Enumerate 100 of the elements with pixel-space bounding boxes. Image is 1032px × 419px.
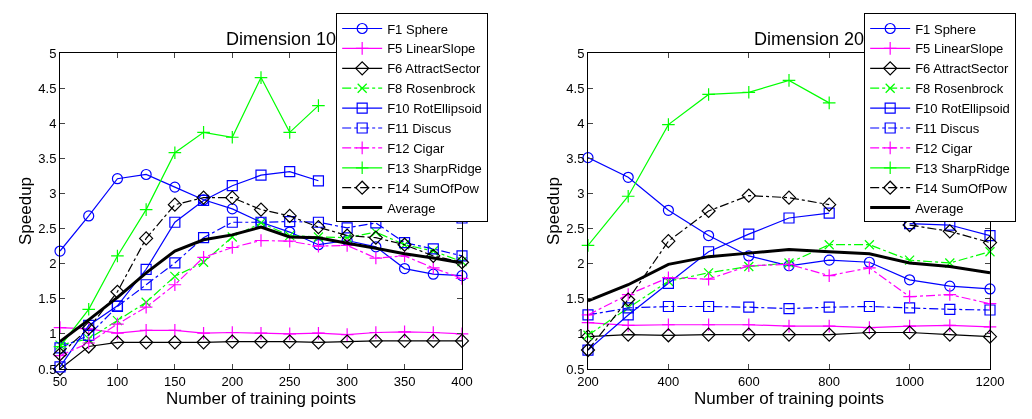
point (743, 301, 755, 313)
point (140, 263, 152, 275)
point (83, 329, 95, 341)
point (139, 300, 154, 315)
point (227, 231, 238, 243)
point (368, 230, 383, 245)
x-tick-label: 400 (657, 373, 680, 389)
y-tick-label: 5 (577, 45, 585, 61)
y-tick-label: 2.5 (38, 221, 57, 237)
legend-label: F1 Sphere (387, 21, 448, 37)
point (225, 334, 240, 349)
point (701, 327, 716, 342)
point (226, 203, 238, 215)
point (311, 220, 326, 235)
point (661, 234, 676, 249)
point (169, 271, 180, 282)
x-tick-label: 300 (336, 373, 358, 389)
point (426, 333, 441, 349)
point (984, 246, 996, 257)
y-tick-label: 3.5 (566, 150, 585, 166)
point (311, 335, 326, 350)
point (139, 323, 154, 338)
point (397, 324, 412, 339)
point (701, 272, 716, 287)
point (783, 303, 795, 315)
point (944, 303, 956, 315)
point (111, 173, 124, 185)
legend-label: F10 RotEllipsoid (915, 101, 1010, 117)
point (426, 260, 441, 275)
y-tick-label: 4.5 (566, 80, 585, 96)
point (822, 95, 837, 110)
point (701, 317, 716, 332)
point (743, 228, 755, 240)
point (426, 248, 441, 264)
point (823, 254, 835, 266)
point (112, 315, 123, 326)
point (822, 327, 837, 342)
point (196, 125, 211, 140)
point (783, 212, 795, 224)
legend-label: F5 LinearSlope (915, 41, 1004, 57)
point (83, 210, 95, 222)
point (824, 239, 835, 250)
y-tick-label: 2 (577, 256, 585, 272)
y-tick-label: 4 (49, 115, 57, 131)
point (167, 145, 182, 160)
point (983, 296, 997, 311)
point (823, 301, 835, 313)
point (110, 284, 125, 299)
point (284, 215, 296, 228)
point (904, 302, 916, 314)
point (196, 250, 211, 265)
point (167, 277, 182, 292)
y-axis-title: Speedup (543, 176, 563, 246)
point (581, 238, 595, 253)
point (621, 292, 636, 307)
point (984, 283, 996, 295)
point (456, 250, 468, 262)
legend-label: Average (387, 200, 436, 216)
point (284, 230, 295, 241)
point (83, 319, 95, 332)
point (741, 85, 756, 100)
point (282, 326, 297, 341)
point (225, 240, 240, 255)
x-tick-label: 150 (164, 373, 186, 389)
point (621, 318, 636, 333)
legend-label: F11 Discus (915, 121, 980, 137)
point (81, 336, 96, 350)
point (368, 251, 383, 265)
chart-title: Dimension 20 (754, 29, 865, 49)
point (621, 287, 636, 302)
point (226, 216, 238, 228)
point (703, 267, 714, 278)
point (311, 98, 326, 113)
y-tick-label: 2.5 (566, 221, 585, 237)
point (822, 268, 837, 283)
point (902, 319, 917, 334)
point (902, 325, 917, 340)
x-tick-label: 400 (451, 373, 473, 389)
point (823, 207, 835, 219)
y-tick-label: 3 (577, 185, 585, 201)
point (455, 271, 469, 286)
y-tick-label: 3 (49, 185, 57, 201)
point (167, 335, 182, 350)
legend-label: F12 Cigar (387, 140, 445, 156)
point (282, 334, 297, 349)
y-tick-label: 1.5 (566, 291, 585, 307)
chart-title: Dimension 10 (226, 29, 337, 49)
point (622, 309, 634, 321)
point (427, 268, 439, 280)
legend-label: F8 Rosenbrock (387, 81, 476, 97)
point (139, 335, 154, 350)
x-axis-title: Number of training points (694, 388, 884, 408)
legend-label: F12 Cigar (915, 140, 973, 156)
x-tick-label: 600 (737, 373, 760, 389)
y-tick-label: 3.5 (38, 150, 57, 166)
x-tick-label: 200 (221, 373, 244, 389)
point (196, 326, 211, 341)
point (661, 117, 676, 132)
point (226, 180, 238, 192)
point (340, 228, 355, 243)
